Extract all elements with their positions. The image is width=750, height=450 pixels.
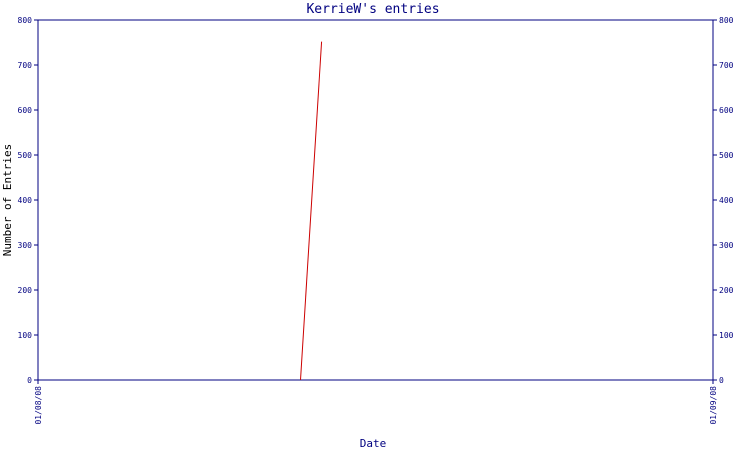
y-axis-left: 0 100 200 300 400 500 600 700 800 bbox=[18, 16, 38, 385]
y-tick-label-right: 400 bbox=[719, 196, 734, 205]
y-tick-label-right: 500 bbox=[719, 151, 734, 160]
y-tick-label-right: 700 bbox=[719, 61, 734, 70]
plot-area-frame bbox=[37, 19, 714, 381]
series-line bbox=[300, 41, 323, 381]
y-tick-label-right: 600 bbox=[719, 106, 734, 115]
x-tick-label: 01/09/08 bbox=[709, 386, 718, 425]
y-tick-label-right: 0 bbox=[719, 376, 724, 385]
y-tick-label-left: 600 bbox=[18, 106, 33, 115]
series-layer bbox=[300, 41, 323, 381]
y-tick-label-right: 800 bbox=[719, 16, 734, 25]
y-tick-label-left: 100 bbox=[18, 331, 33, 340]
y-tick-label-right: 200 bbox=[719, 286, 734, 295]
y-axis-right: 0 100 200 300 400 500 600 700 800 bbox=[713, 16, 734, 385]
x-axis: 01/08/08 01/09/08 bbox=[34, 380, 718, 425]
y-tick-label-left: 300 bbox=[18, 241, 33, 250]
y-tick-label-left: 500 bbox=[18, 151, 33, 160]
y-tick-label-left: 700 bbox=[18, 61, 33, 70]
y-tick-label-left: 0 bbox=[27, 376, 32, 385]
y-tick-label-right: 300 bbox=[719, 241, 734, 250]
y-tick-label-right: 100 bbox=[719, 331, 734, 340]
y-tick-label-left: 800 bbox=[18, 16, 33, 25]
chart-title: KerrieW's entries bbox=[306, 2, 439, 17]
y-axis-label: Number of Entries bbox=[1, 144, 14, 257]
y-tick-label-left: 200 bbox=[18, 286, 33, 295]
y-tick-label-left: 400 bbox=[18, 196, 33, 205]
x-tick-label: 01/08/08 bbox=[34, 386, 43, 425]
x-axis-label: Date bbox=[360, 437, 387, 450]
